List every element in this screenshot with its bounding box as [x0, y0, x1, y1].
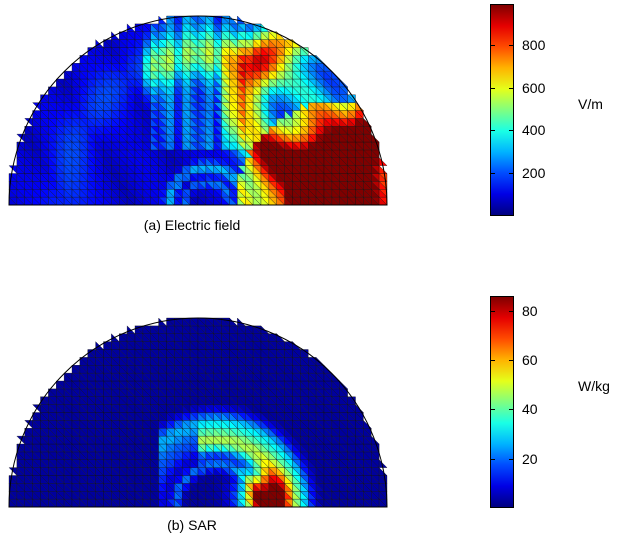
sar-caption: (b) SAR	[167, 517, 217, 533]
electric-field-mesh-cell	[276, 31, 286, 40]
colorbar-tick-mark	[491, 458, 495, 460]
colorbar-tick-label: 20	[522, 450, 538, 467]
sar-mesh-cell	[378, 467, 388, 476]
colorbar-tick-label: 400	[522, 122, 546, 139]
sar-mesh-cell	[276, 333, 286, 342]
colorbar-tick-mark	[491, 87, 495, 89]
colorbar-tick-mark	[509, 458, 513, 460]
electric-field-panel: (a) Electric field 200 400 600 800 V/m	[0, 0, 627, 260]
colorbar-tick-mark	[509, 360, 513, 362]
colorbar-tick-mark	[509, 87, 513, 89]
colorbar-tick-mark	[491, 173, 495, 175]
colorbar-tick-label: 40	[522, 401, 538, 418]
colorbar-tick-mark	[491, 310, 495, 312]
electric-field-caption: (a) Electric field	[143, 217, 241, 233]
sar-mesh-cell	[339, 380, 349, 390]
sar-mesh-cell	[363, 419, 372, 429]
sar-panel: (b) SAR 20 40 60 80 W/kg	[0, 280, 627, 533]
electric-field-mesh-cell	[111, 31, 120, 40]
electric-field-mesh-cell	[339, 78, 349, 88]
electric-field-unit: V/m	[578, 96, 603, 112]
colorbar-tick-label: 800	[522, 36, 546, 53]
colorbar-tick-label: 80	[522, 302, 538, 319]
sar-mesh-plot	[8, 317, 388, 508]
electric-field-mesh-cell	[229, 15, 238, 25]
colorbar-tick-label: 200	[522, 165, 546, 182]
sar-mesh-cell	[229, 317, 238, 327]
electric-field-mesh-cell	[315, 54, 325, 64]
colorbar-tick-mark	[491, 44, 495, 46]
electric-field-mesh-cell	[363, 117, 372, 127]
colorbar-tick-mark	[509, 173, 513, 175]
colorbar-tick-mark	[491, 360, 495, 362]
electric-field-mesh-cell	[24, 118, 33, 127]
colorbar-tick-label: 600	[522, 79, 546, 96]
electric-field-colorbar	[490, 4, 514, 216]
sar-unit: W/kg	[578, 378, 610, 394]
sar-mesh-cell	[24, 420, 33, 429]
electric-field-outline	[8, 15, 388, 206]
colorbar-tick-mark	[491, 409, 495, 411]
colorbar-tick-mark	[509, 44, 513, 46]
colorbar-tick-mark	[509, 310, 513, 312]
colorbar-tick-label: 60	[522, 352, 538, 369]
sar-mesh-cell	[315, 356, 325, 366]
colorbar-tick-mark	[509, 409, 513, 411]
colorbar-tick-mark	[509, 130, 513, 132]
sar-mesh-cell	[111, 333, 120, 342]
sar-colorbar	[490, 296, 514, 508]
electric-field-mesh-cell	[378, 165, 388, 174]
electric-field-mesh-plot	[8, 15, 388, 206]
sar-outline	[8, 317, 388, 508]
colorbar-tick-mark	[491, 130, 495, 132]
